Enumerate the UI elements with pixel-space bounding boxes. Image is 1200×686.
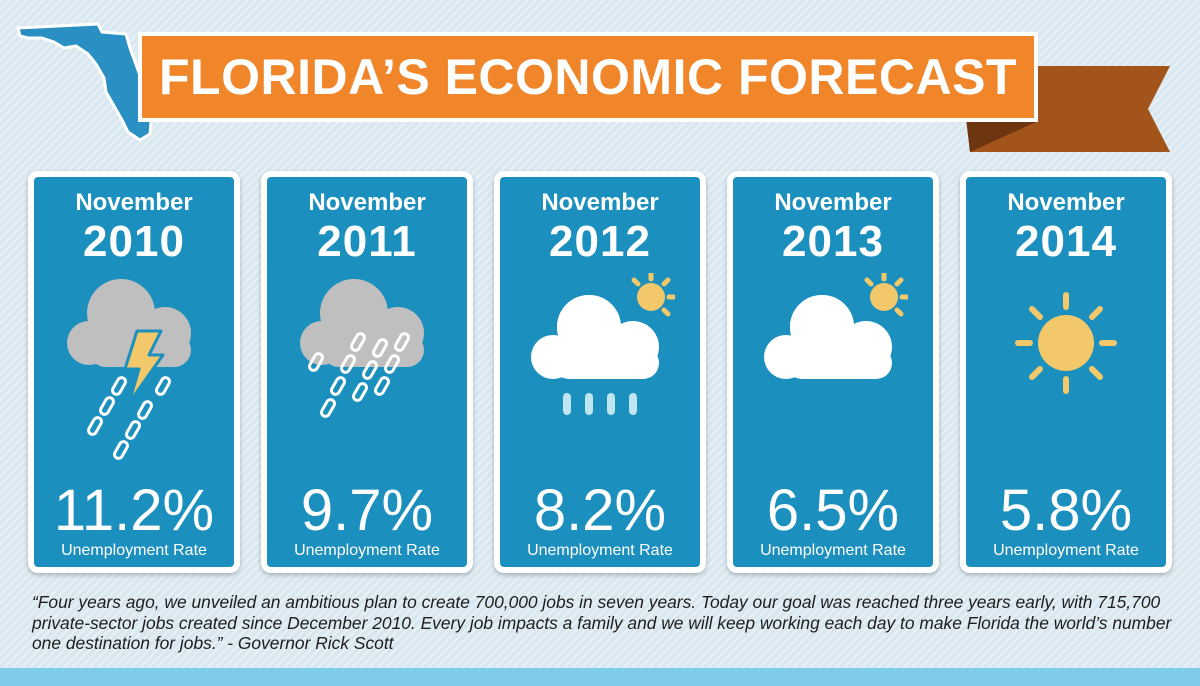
card-year: 2011 — [317, 217, 417, 266]
unemployment-rate-label: Unemployment Rate — [760, 542, 906, 559]
unemployment-rate-label: Unemployment Rate — [61, 542, 207, 559]
rain-cloud-icon — [300, 279, 424, 418]
page-title: FLORIDA’S ECONOMIC FORECAST — [138, 32, 1038, 122]
card-month: November — [308, 189, 426, 216]
unemployment-rate-value: 5.8% — [999, 478, 1133, 543]
unemployment-rate-label: Unemployment Rate — [993, 542, 1139, 559]
unemployment-rate-value: 11.2% — [53, 478, 215, 543]
storm-cloud-icon — [67, 279, 191, 460]
card-month: November — [75, 189, 193, 216]
bottom-bar — [0, 668, 1200, 686]
forecast-card-2014: November 2014 5.8% Unemployment Rate — [960, 171, 1172, 573]
forecast-card-2012: November 2012 — [494, 171, 706, 573]
florida-map-icon — [16, 22, 154, 142]
card-month: November — [1007, 189, 1125, 216]
sun-cloud-rain-icon — [531, 273, 675, 415]
unemployment-rate-label: Unemployment Rate — [527, 542, 673, 559]
unemployment-rate-value: 6.5% — [766, 478, 900, 543]
sun-icon — [1015, 292, 1117, 394]
card-year: 2014 — [1015, 217, 1117, 266]
card-year: 2010 — [83, 217, 185, 266]
card-month: November — [774, 189, 892, 216]
unemployment-rate-label: Unemployment Rate — [294, 542, 440, 559]
card-year: 2013 — [782, 217, 884, 266]
card-month: November — [541, 189, 659, 216]
forecast-card-2011: November 2011 9.7% — [261, 171, 473, 573]
governor-quote: “Four years ago, we unveiled an ambitiou… — [32, 592, 1172, 653]
forecast-card-2010: November 2010 11.2% Unemployment Rate — [28, 171, 240, 573]
unemployment-rate-value: 8.2% — [533, 478, 667, 543]
forecast-card-2013: November 2013 6.5% Unemployment Rate — [727, 171, 939, 573]
unemployment-rate-value: 9.7% — [300, 478, 434, 543]
partly-cloudy-icon — [764, 273, 908, 379]
card-year: 2012 — [549, 217, 651, 266]
